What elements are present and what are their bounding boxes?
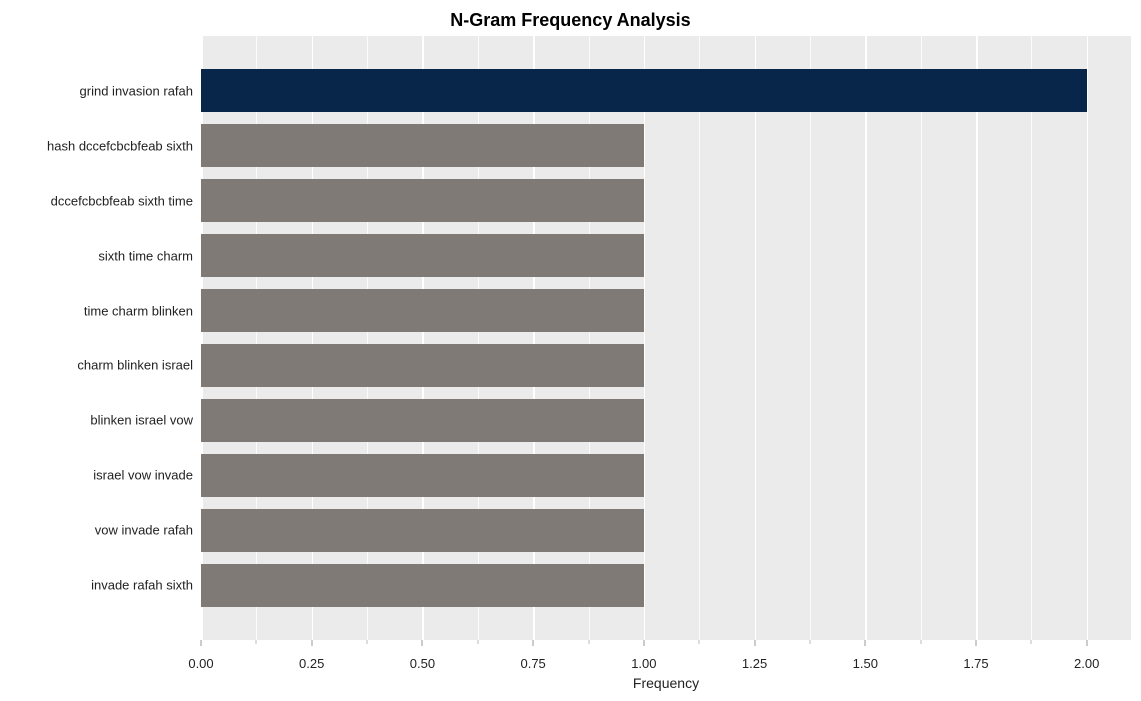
- x-tick-label: 1.50: [853, 656, 878, 671]
- bar: [201, 509, 644, 552]
- x-axis-label: Frequency: [201, 675, 1131, 691]
- y-tick-label: dccefcbcbfeab sixth time: [51, 193, 193, 208]
- y-axis-labels: grind invasion rafah hash dccefcbcbfeab s…: [0, 36, 201, 640]
- x-tick-label: 2.00: [1074, 656, 1099, 671]
- y-tick-label: israel vow invade: [93, 468, 193, 483]
- bar: [201, 124, 644, 167]
- x-tick-label: 0.00: [188, 656, 213, 671]
- bar: [201, 179, 644, 222]
- y-tick-label: sixth time charm: [98, 248, 193, 263]
- ngram-frequency-chart: N-Gram Frequency Analysis grind invasion…: [0, 0, 1141, 701]
- x-tick-label: 1.00: [631, 656, 656, 671]
- x-tick-label: 1.75: [963, 656, 988, 671]
- y-tick-label: invade rafah sixth: [91, 578, 193, 593]
- y-tick-label: blinken israel vow: [90, 413, 193, 428]
- y-tick-label: vow invade rafah: [95, 523, 193, 538]
- bar: [201, 344, 644, 387]
- bar: [201, 69, 1087, 112]
- bar: [201, 289, 644, 332]
- y-tick-label: time charm blinken: [84, 303, 193, 318]
- bar: [201, 454, 644, 497]
- x-tick-label: 1.25: [742, 656, 767, 671]
- chart-title: N-Gram Frequency Analysis: [0, 10, 1141, 31]
- x-tick-label: 0.25: [299, 656, 324, 671]
- bar: [201, 564, 644, 607]
- x-tick-label: 0.75: [520, 656, 545, 671]
- y-tick-label: charm blinken israel: [77, 358, 193, 373]
- bar: [201, 234, 644, 277]
- bar: [201, 399, 644, 442]
- x-tick-label: 0.50: [410, 656, 435, 671]
- y-tick-label: grind invasion rafah: [80, 83, 193, 98]
- x-axis: 0.000.250.500.751.001.251.501.752.00: [201, 640, 1131, 670]
- y-tick-label: hash dccefcbcbfeab sixth: [47, 138, 193, 153]
- plot-area: [201, 36, 1131, 640]
